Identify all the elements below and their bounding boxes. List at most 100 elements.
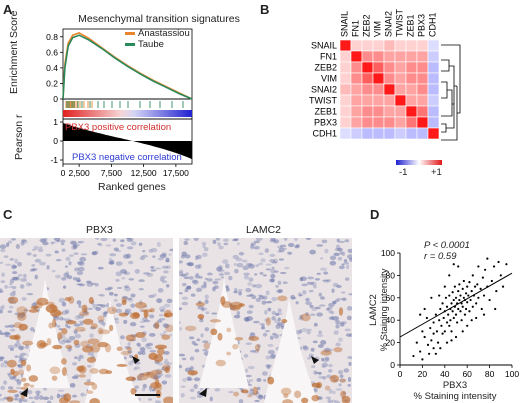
heatmap-cell xyxy=(405,105,418,118)
stain xyxy=(118,312,129,317)
legend: Anastassiou Taube xyxy=(125,28,190,50)
scatter-point xyxy=(450,339,453,342)
nucleus xyxy=(201,241,207,245)
nucleus xyxy=(0,248,6,253)
nucleus xyxy=(212,286,216,292)
nucleus xyxy=(189,396,197,400)
scatter-point xyxy=(443,330,446,333)
nucleus xyxy=(8,324,15,328)
nucleus xyxy=(209,396,213,402)
nucleus xyxy=(328,368,333,373)
stain xyxy=(51,375,58,381)
stain xyxy=(64,297,72,302)
nucleus xyxy=(337,247,343,252)
nucleus xyxy=(87,351,95,356)
y-tick-label: 0.2 xyxy=(46,78,58,88)
nucleus xyxy=(130,303,136,308)
nucleus xyxy=(279,271,287,275)
nucleus xyxy=(273,333,279,339)
heatmap-cell xyxy=(361,116,374,129)
panel-label-a: A xyxy=(3,2,13,17)
nucleus xyxy=(261,300,267,305)
scatter-point xyxy=(435,330,439,333)
nucleus xyxy=(29,327,35,332)
stain xyxy=(226,327,232,333)
nucleus xyxy=(269,354,276,360)
heatmap-cell xyxy=(350,116,363,129)
nucleus xyxy=(329,255,337,261)
nucleus xyxy=(128,260,134,265)
scatter-point xyxy=(495,289,498,293)
heatmap-cell xyxy=(339,83,352,96)
nucleus xyxy=(16,379,22,384)
scatter-point xyxy=(440,324,443,327)
image-label-lamc2: LAMC2 xyxy=(246,224,282,236)
nucleus xyxy=(97,242,102,246)
scatter-point xyxy=(458,283,461,286)
nucleus xyxy=(328,348,334,352)
scatter-point xyxy=(464,292,468,295)
nucleus xyxy=(39,395,44,400)
nucleus xyxy=(299,276,304,282)
nucleus xyxy=(117,286,123,289)
heatmap-cell xyxy=(339,39,352,52)
nucleus xyxy=(32,268,36,272)
nucleus xyxy=(245,342,252,345)
legend-item-taube: Taube xyxy=(125,39,190,50)
nucleus xyxy=(280,325,285,329)
nucleus xyxy=(190,293,196,297)
nucleus xyxy=(255,297,261,303)
nucleus xyxy=(318,292,323,297)
stain xyxy=(301,397,309,403)
stain xyxy=(89,398,101,403)
nucleus xyxy=(344,277,350,281)
nucleus xyxy=(105,244,112,247)
nucleus xyxy=(324,356,330,361)
nucleus xyxy=(150,265,155,270)
heatmap-cell xyxy=(350,50,363,63)
stain xyxy=(6,359,17,368)
row-label: VIM xyxy=(321,74,337,84)
heatmap-cell xyxy=(416,105,429,118)
nucleus xyxy=(305,328,313,331)
nucleus xyxy=(316,312,323,317)
nucleus xyxy=(17,345,25,350)
heatmap-cell xyxy=(416,127,429,140)
nucleus xyxy=(294,238,298,241)
nucleus xyxy=(7,344,15,350)
nucleus xyxy=(250,244,255,250)
nucleus xyxy=(14,393,20,398)
nucleus xyxy=(159,306,166,311)
nucleus xyxy=(184,290,189,293)
nucleus xyxy=(255,283,263,289)
stain xyxy=(49,366,61,375)
nucleus xyxy=(163,351,170,355)
nucleus xyxy=(80,253,88,256)
column-label: PBX3 xyxy=(417,14,427,37)
stain xyxy=(52,318,57,328)
column-label: ZEB2 xyxy=(362,14,372,37)
nucleus xyxy=(72,394,78,398)
stain xyxy=(120,350,131,356)
nucleus xyxy=(78,304,82,308)
stain xyxy=(311,394,320,402)
nucleus xyxy=(79,355,85,360)
nucleus xyxy=(121,276,126,280)
nucleus xyxy=(319,296,325,300)
nucleus xyxy=(218,245,224,250)
heatmap-cell xyxy=(361,94,374,107)
nucleus xyxy=(196,254,202,260)
nucleus xyxy=(211,312,218,315)
heatmap-cell xyxy=(427,94,440,107)
nucleus xyxy=(254,273,258,276)
heatmap-cell xyxy=(372,116,385,129)
scatter-point xyxy=(471,274,474,277)
arrowhead-icon xyxy=(311,356,319,364)
stain xyxy=(132,312,140,318)
nucleus xyxy=(323,279,330,283)
heatmap-cell xyxy=(416,50,429,63)
nucleus xyxy=(299,314,304,320)
nucleus xyxy=(76,300,82,305)
nucleus xyxy=(129,321,137,327)
nucleus xyxy=(328,316,334,320)
